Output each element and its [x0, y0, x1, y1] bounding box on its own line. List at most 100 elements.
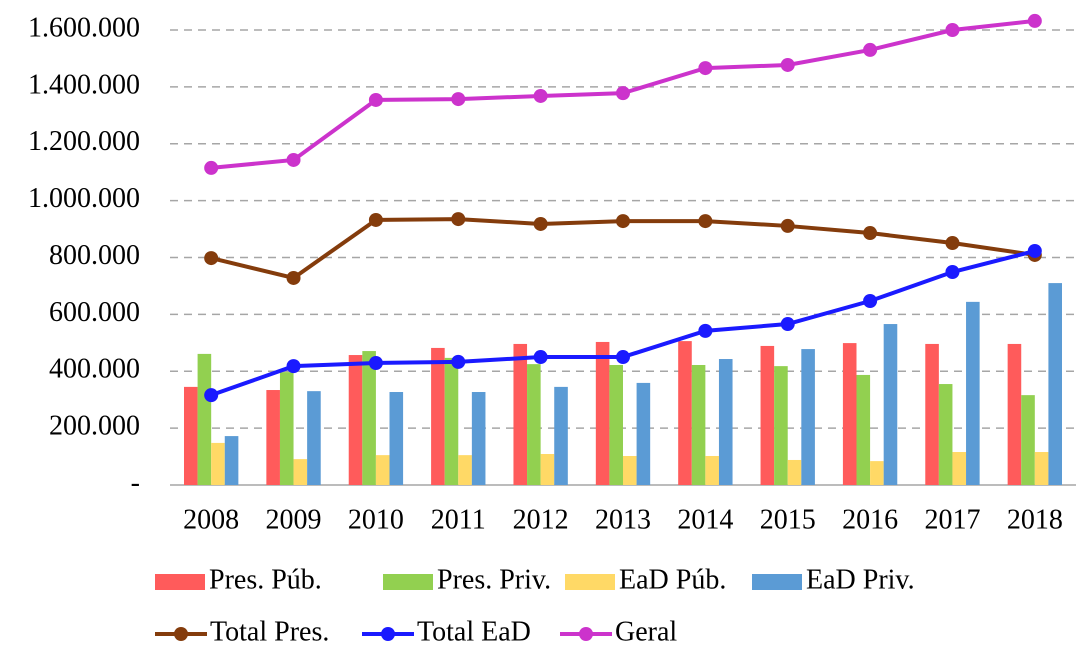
bar: [870, 461, 884, 485]
legend-label: EaD Priv.: [806, 564, 915, 595]
bar: [1034, 452, 1049, 485]
legend-label: Total Pres.: [210, 616, 329, 646]
bar: [540, 454, 555, 485]
legend-label: EaD Púb.: [619, 564, 726, 595]
x-tick-label: 2010: [348, 504, 404, 535]
line-marker: [698, 61, 713, 76]
line-marker: [780, 218, 795, 233]
bar: [375, 455, 390, 485]
line-marker: [698, 214, 713, 229]
line-marker: [368, 212, 383, 227]
line-marker: [533, 350, 548, 365]
line-marker: [1027, 13, 1042, 28]
line-marker: [780, 317, 795, 332]
bar: [431, 347, 445, 485]
line-marker: [780, 57, 795, 72]
bar: [705, 455, 719, 485]
line-marker: [945, 235, 960, 250]
bar: [1007, 343, 1022, 485]
line-marker: [616, 86, 630, 101]
bar: [595, 341, 610, 485]
y-tick-label: 400.000: [49, 354, 140, 385]
x-tick-label: 2018: [1007, 504, 1063, 535]
bar: [636, 382, 651, 485]
line-marker: [368, 356, 383, 371]
line-marker: [863, 294, 878, 309]
bar: [389, 392, 404, 485]
legend-swatch: [565, 574, 615, 590]
legend-swatch: [155, 574, 205, 590]
line-marker: [204, 251, 219, 266]
line-marker: [204, 388, 219, 403]
bar: [362, 351, 376, 485]
legend-swatch: [752, 574, 802, 590]
line-marker: [451, 212, 466, 227]
line-marker: [863, 42, 878, 57]
bar: [787, 459, 802, 485]
x-tick-label: 2009: [266, 504, 322, 535]
bar: [623, 455, 637, 485]
y-tick-label: 800.000: [49, 240, 140, 271]
line-marker: [451, 92, 466, 107]
bar: [211, 442, 225, 485]
bar: [279, 372, 294, 485]
line-marker: [286, 270, 301, 285]
bar: [760, 345, 775, 485]
x-tick-label: 2011: [431, 504, 486, 535]
bar: [842, 343, 857, 485]
bar: [527, 364, 541, 485]
y-tick-label: 600.000: [49, 297, 140, 328]
y-tick-label: 1.400.000: [28, 69, 140, 100]
x-tick-label: 2015: [760, 504, 816, 535]
legend-swatch: [383, 574, 433, 590]
line-marker: [945, 23, 960, 37]
y-tick-label: -: [131, 467, 140, 498]
y-tick-label: 200.000: [49, 411, 140, 442]
bar: [513, 343, 528, 485]
bar: [801, 349, 815, 485]
line-marker: [533, 88, 548, 103]
y-tick-label: 1.200.000: [28, 126, 140, 157]
x-tick-label: 2013: [595, 504, 651, 535]
bar: [925, 343, 939, 485]
line-marker: [945, 265, 960, 280]
x-tick-label: 2016: [842, 504, 898, 535]
bar: [293, 459, 308, 485]
bar: [348, 355, 363, 485]
line-marker: [451, 354, 466, 369]
legend-label: Pres. Priv.: [437, 564, 551, 595]
bar: [554, 386, 568, 485]
bar: [609, 364, 623, 485]
bar: [691, 364, 706, 485]
x-tick-label: 2017: [924, 504, 980, 535]
bar: [774, 366, 788, 485]
bar: [307, 391, 321, 485]
line-marker: [286, 152, 301, 167]
legend-swatch-marker: [381, 627, 395, 641]
x-tick-label: 2014: [677, 504, 733, 535]
bar: [224, 436, 239, 485]
bar: [444, 357, 459, 485]
bar: [184, 386, 198, 485]
x-tick-label: 2008: [183, 504, 239, 535]
line-marker: [698, 323, 713, 338]
bar: [458, 455, 472, 485]
bar: [678, 341, 692, 485]
bar: [266, 390, 280, 485]
line-marker: [1027, 243, 1042, 258]
bar: [471, 392, 486, 485]
legend-label: Geral: [615, 616, 677, 646]
x-tick-label: 2012: [513, 504, 569, 535]
legend-swatch-marker: [174, 627, 188, 641]
bar: [718, 359, 733, 485]
line-marker: [286, 359, 301, 374]
line-marker: [616, 214, 630, 229]
bar: [1021, 395, 1035, 485]
bar: [1048, 283, 1062, 485]
y-tick-label: 1.600.000: [28, 12, 140, 43]
bar: [856, 374, 871, 485]
line-marker: [368, 92, 383, 107]
line-marker: [533, 216, 548, 231]
line-marker: [863, 226, 878, 241]
